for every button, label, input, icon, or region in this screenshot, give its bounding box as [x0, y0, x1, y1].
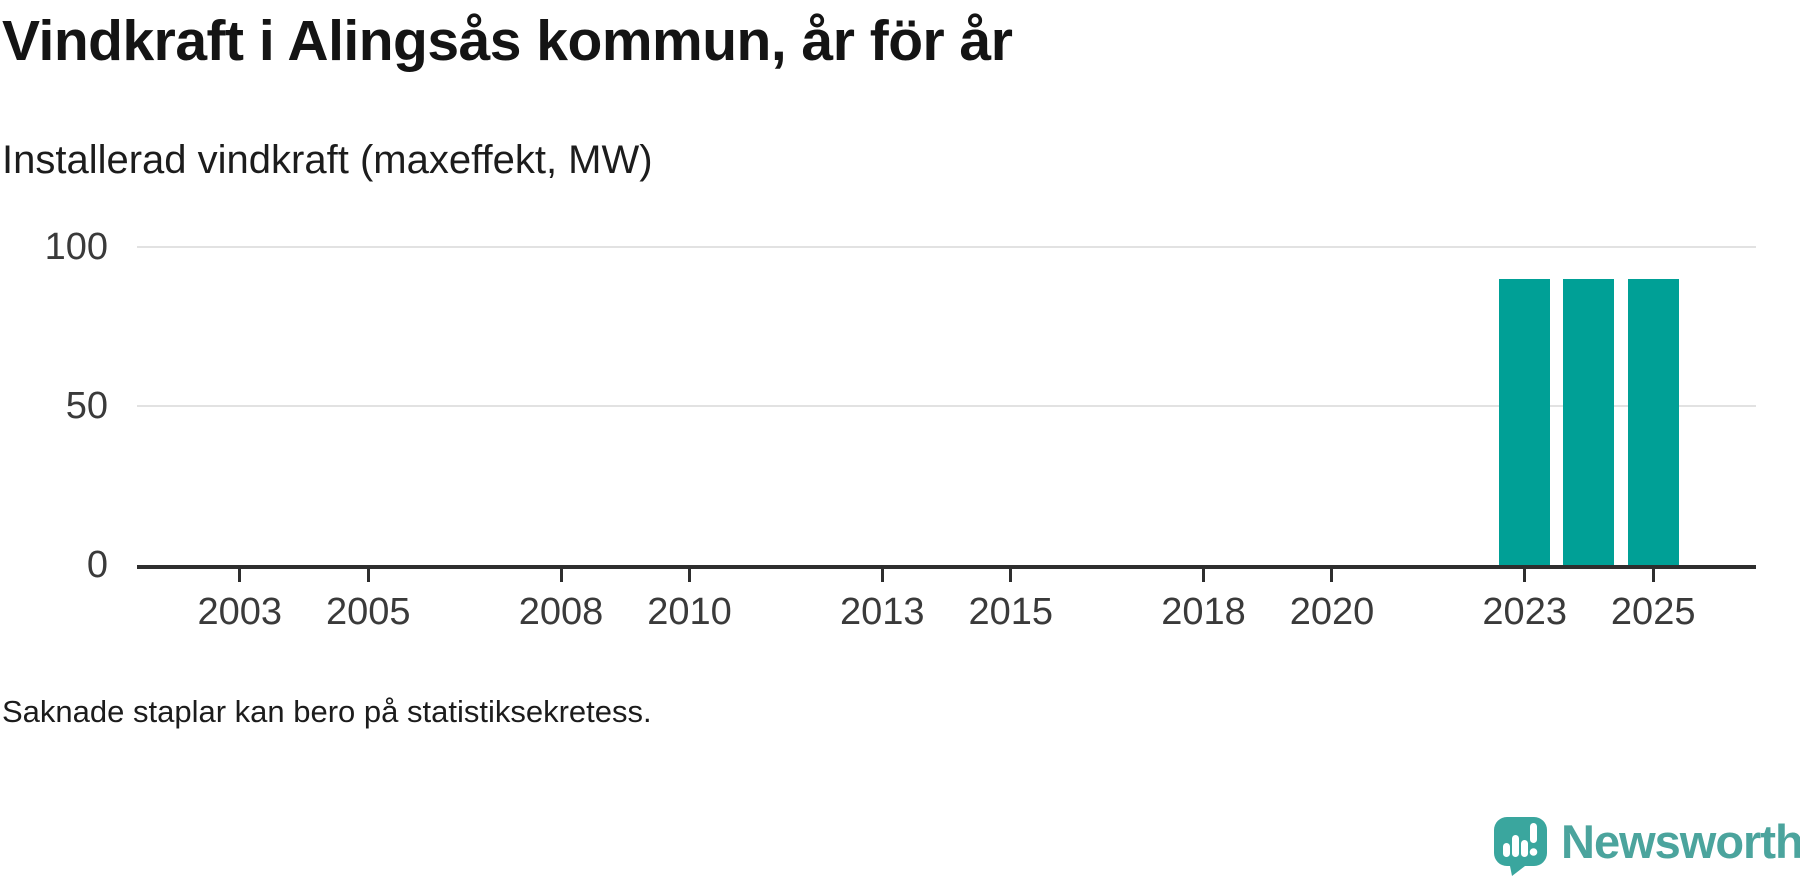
x-tick-2005 — [366, 569, 370, 582]
chart-subtitle: Installerad vindkraft (maxeffekt, MW) — [2, 138, 653, 182]
x-axis-line — [137, 565, 1756, 569]
x-axis-label-2023: 2023 — [1482, 591, 1567, 633]
logo-bar-1 — [1503, 843, 1510, 857]
x-tick-2025 — [1651, 569, 1655, 582]
x-tick-2013 — [880, 569, 884, 582]
x-axis-label-2020: 2020 — [1289, 591, 1375, 633]
bar-2025 — [1627, 278, 1679, 568]
x-tick-2020 — [1330, 569, 1334, 582]
x-axis-label-2005: 2005 — [326, 591, 411, 633]
x-tick-2015 — [1009, 569, 1013, 582]
x-tick-2008 — [559, 569, 563, 582]
newsworthy-branding: Newsworthy — [1494, 817, 1800, 876]
logo-bar-2 — [1512, 835, 1519, 857]
x-axis-label-2010: 2010 — [647, 591, 732, 633]
x-axis-label-2013: 2013 — [839, 591, 925, 633]
x-tick-2003 — [238, 569, 242, 582]
x-tick-2023 — [1523, 569, 1527, 582]
logo-bubble-shape — [1494, 817, 1547, 876]
chart-footnote: Saknade staplar kan bero på statistiksek… — [2, 694, 652, 729]
y-axis-label-50: 50 — [65, 385, 108, 427]
x-axis-label-2008: 2008 — [518, 591, 604, 633]
bar-2023 — [1499, 278, 1551, 568]
logo-exclamation-dot — [1529, 848, 1538, 856]
chart-title: Vindkraft i Alingsås kommun, år för år — [2, 9, 1013, 73]
y-gridline-50 — [137, 405, 1756, 407]
y-gridline-100 — [137, 246, 1756, 248]
x-tick-2010 — [688, 569, 692, 582]
x-axis-label-2025: 2025 — [1610, 591, 1696, 633]
x-tick-2018 — [1201, 569, 1205, 582]
y-axis-label-100: 100 — [44, 226, 108, 268]
x-axis-label-2018: 2018 — [1161, 591, 1246, 633]
logo-exclamation-bar — [1530, 823, 1537, 843]
bar-2024 — [1563, 278, 1615, 568]
x-axis-label-2003: 2003 — [197, 591, 283, 633]
y-axis-label-0: 0 — [86, 544, 108, 586]
newsworthy-logo-icon — [1494, 817, 1547, 876]
x-axis-label-2015: 2015 — [968, 591, 1053, 633]
logo-bar-3 — [1521, 840, 1528, 857]
newsworthy-wordmark: Newsworthy — [1561, 815, 1800, 868]
